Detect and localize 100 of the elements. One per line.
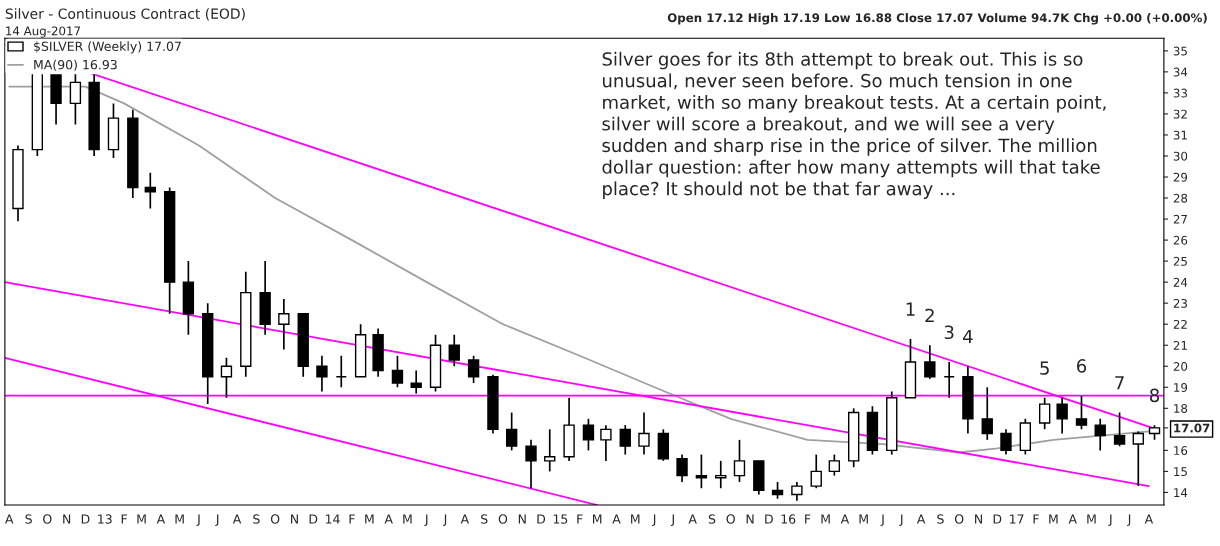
x-tick-label: A — [384, 514, 393, 524]
candlestick — [582, 417, 595, 452]
candlestick — [619, 424, 631, 456]
candlestick — [791, 481, 803, 502]
y-tick-label: 31 — [1173, 130, 1187, 140]
y-tick-label: 30 — [1173, 151, 1188, 161]
y-tick-label: 26 — [1173, 235, 1188, 245]
y-tick-label: 18 — [1174, 404, 1188, 413]
candlestick — [1056, 396, 1068, 435]
candlestick — [924, 344, 936, 380]
candlestick — [316, 354, 328, 393]
candlestick — [1094, 417, 1106, 452]
x-tick-label: A — [232, 514, 242, 524]
annotation: 4 — [963, 329, 973, 344]
annotation: 1 — [906, 302, 915, 316]
x-tick-label: A — [612, 514, 621, 524]
y-tick-label: 28 — [1173, 193, 1188, 203]
candlestick — [391, 354, 404, 389]
candlestick — [505, 411, 518, 452]
y-tick-label: 19 — [1174, 383, 1188, 392]
x-tick-label: A — [5, 514, 14, 524]
candlestick — [638, 411, 650, 456]
y-tick-label: 14 — [1174, 488, 1188, 497]
candlestick — [1000, 428, 1012, 456]
candlestick — [676, 453, 688, 483]
x-tick-label: A — [156, 514, 166, 524]
x-tick-label: F — [577, 514, 583, 524]
x-tick-label: A — [916, 514, 926, 524]
chart-title: Silver - Continuous Contract (EOD) — [5, 8, 245, 21]
x-tick-label: M — [631, 514, 640, 524]
x-tick-label: M — [175, 514, 184, 524]
x-tick-label: D — [993, 514, 1002, 524]
x-tick-label: 17 — [1010, 514, 1024, 524]
x-tick-label: N — [63, 514, 71, 524]
x-tick-label: O — [954, 514, 964, 524]
x-tick-label: O — [726, 514, 735, 524]
y-tick-label: 21 — [1173, 340, 1187, 350]
x-tick-label: D — [765, 514, 773, 524]
y-tick-label: 34 — [1173, 67, 1188, 77]
x-tick-label: M — [821, 514, 830, 524]
candlestick — [525, 439, 537, 490]
x-tick-label: A — [1068, 514, 1077, 524]
x-tick-label: J — [196, 514, 200, 527]
x-tick-label: J — [424, 514, 428, 527]
x-tick-label: F — [121, 514, 127, 524]
x-tick-label: O — [498, 514, 508, 524]
x-tick-label: A — [460, 514, 470, 524]
candlestick — [828, 453, 841, 477]
candlestick — [448, 333, 460, 368]
x-tick-label: F — [349, 514, 355, 524]
y-tick-label: 25 — [1173, 256, 1187, 266]
x-tick-label: A — [688, 514, 697, 524]
x-tick-label: 15 — [553, 514, 568, 524]
x-tick-label: 16 — [781, 514, 796, 524]
x-tick-label: O — [43, 514, 52, 524]
x-tick-label: M — [593, 514, 602, 524]
x-tick-label: D — [537, 514, 546, 524]
x-tick-label: N — [975, 514, 982, 524]
y-tick-label: 32 — [1173, 109, 1187, 119]
annotation: 5 — [1040, 361, 1049, 375]
x-tick-label: N — [518, 514, 526, 524]
candlestick — [335, 354, 347, 389]
y-tick-label: 20 — [1173, 361, 1188, 371]
legend-label: $SILVER (Weekly) 17.07 — [34, 41, 181, 54]
x-tick-label: J — [670, 514, 674, 527]
candlestick — [810, 453, 822, 490]
x-tick-label: N — [291, 514, 298, 524]
x-tick-label: J — [652, 514, 656, 527]
y-tick-label: 23 — [1173, 298, 1187, 308]
x-tick-label: S — [937, 514, 944, 524]
x-tick-label: J — [1108, 514, 1112, 527]
y-tick-label: 35 — [1173, 46, 1187, 56]
annotation: 3 — [944, 325, 954, 340]
x-tick-label: S — [708, 514, 716, 524]
x-tick-label: S — [253, 514, 260, 524]
x-tick-label: M — [365, 514, 374, 524]
y-tick-label: 33 — [1173, 88, 1187, 98]
x-tick-label: N — [746, 514, 754, 524]
x-tick-label: M — [1087, 514, 1096, 524]
x-tick-label: S — [481, 514, 488, 524]
y-tick-label: 29 — [1173, 172, 1188, 182]
candlestick — [220, 357, 233, 399]
y-tick-label: 27 — [1173, 214, 1187, 224]
legend-label: MA(90) 16.93 — [34, 59, 117, 71]
y-tick-label: 22 — [1173, 319, 1187, 329]
candlestick — [1075, 394, 1088, 431]
candlestick — [943, 361, 955, 399]
x-tick-label: S — [25, 514, 32, 524]
annotation: 7 — [1115, 376, 1124, 390]
y-tick-label: 24 — [1173, 277, 1188, 287]
candlestick — [1038, 396, 1051, 431]
candlestick — [981, 386, 993, 441]
x-tick-label: F — [805, 514, 811, 524]
x-tick-label: F — [1033, 514, 1039, 524]
x-tick-label: O — [270, 514, 280, 524]
annotation: Silver goes for its 8th attempt to break out. This is so unusual, never seen before. So much tension in one market, with so many breakout tests. At a certain point, silver will score a breakout, and we will see a very sudden and sharp rise in the price of silver. The million dollar question: after how many attempts will that take place? It should not be that far away ... — [602, 51, 1106, 199]
annotation: 2 — [925, 308, 934, 323]
candlestick — [410, 369, 422, 395]
x-tick-label: M — [137, 514, 146, 524]
candlestick — [1113, 411, 1126, 448]
